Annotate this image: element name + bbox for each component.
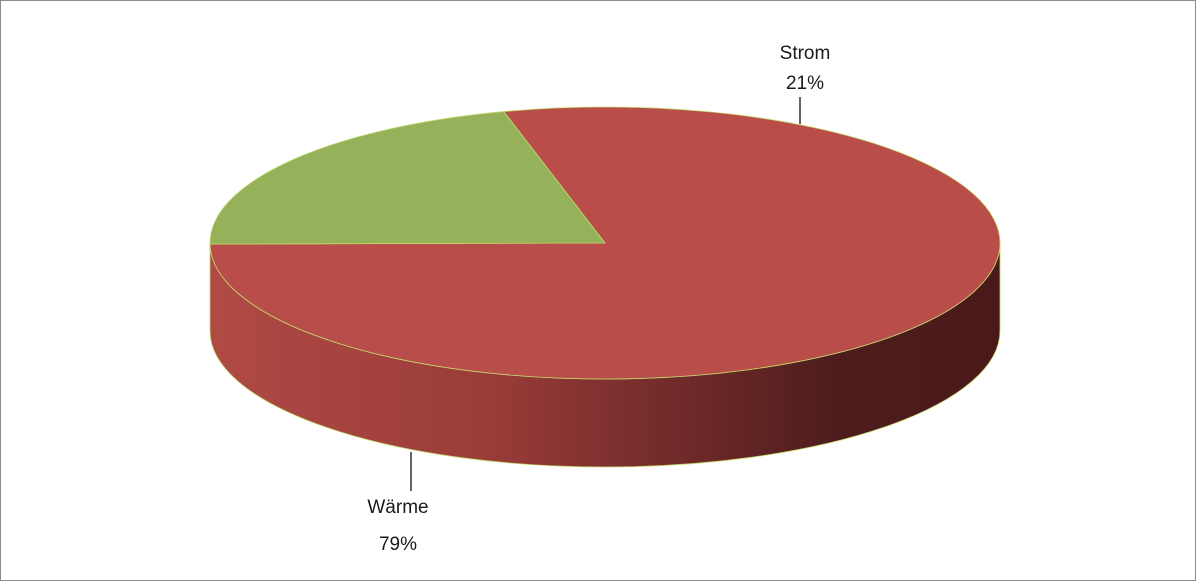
slice-label-waerme-name: Wärme [367, 497, 428, 518]
pie-top-group [209, 106, 1001, 380]
slice-label-strom-percent: 21% [786, 73, 824, 94]
slice-labels: Strom 21% Wärme 79% [367, 43, 830, 555]
pie-slice-strom [209, 111, 606, 245]
slice-label-strom-name: Strom [780, 43, 831, 64]
slice-label-waerme-percent: 79% [379, 534, 417, 555]
leader-lines [410, 97, 801, 491]
